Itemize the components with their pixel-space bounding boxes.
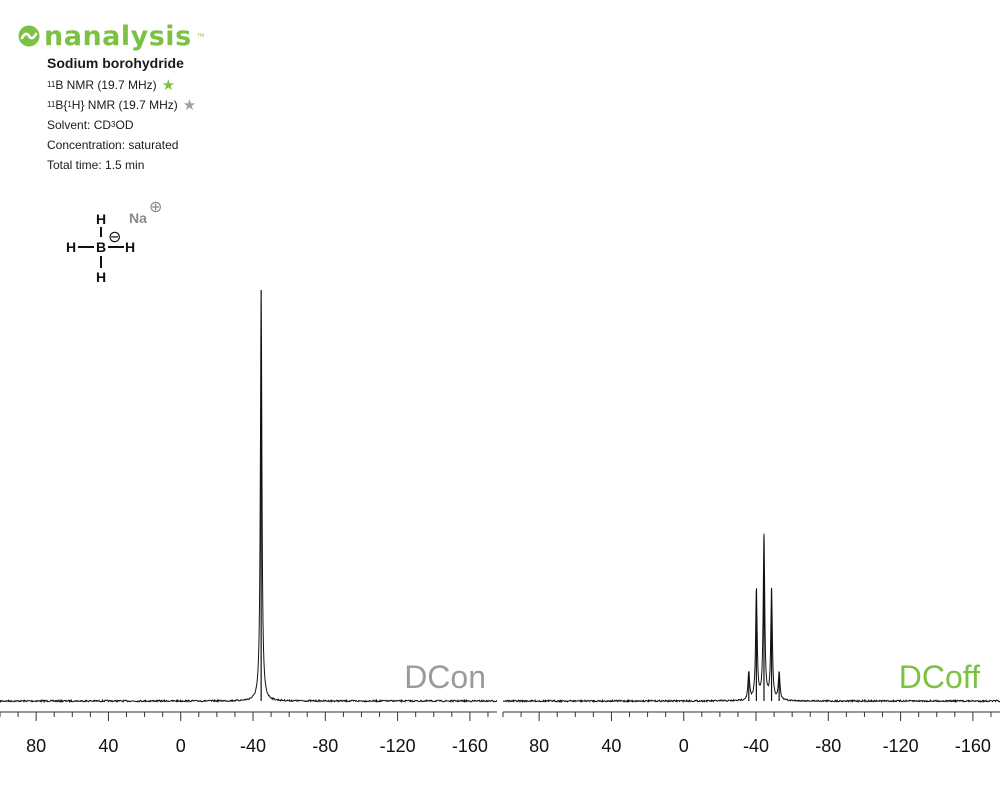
compound-title: Sodium borohydride bbox=[47, 55, 184, 71]
x-tick-label: -120 bbox=[883, 736, 919, 756]
spectrum-trace bbox=[503, 533, 1000, 704]
experiment-label-a: B{ bbox=[55, 98, 68, 112]
atom-b: B bbox=[96, 239, 106, 255]
concentration-line: Concentration: saturated bbox=[47, 138, 179, 152]
solvent-suffix: OD bbox=[115, 118, 134, 132]
x-tick-label: 80 bbox=[529, 736, 549, 756]
spectrum-trace bbox=[0, 301, 498, 704]
x-tick-label: -40 bbox=[240, 736, 266, 756]
atom-na: Na bbox=[129, 210, 147, 226]
borohydride-structure: H H B H H ⊖ Na ⊕ bbox=[66, 197, 162, 285]
isotope-number: 11 bbox=[47, 80, 56, 89]
sample-info: Sodium borohydride 11 B NMR (19.7 MHz) ★… bbox=[47, 53, 196, 175]
logo-wordmark: nanalysis bbox=[44, 20, 192, 52]
x-tick-label: -120 bbox=[380, 736, 416, 756]
x-tick-label: -80 bbox=[815, 736, 841, 756]
experiment-decoupled: 11 B{1 H} NMR (19.7 MHz) ★ bbox=[47, 95, 196, 115]
x-tick-label: -160 bbox=[452, 736, 488, 756]
isotope-number: 11 bbox=[47, 100, 56, 109]
x-tick-label: -80 bbox=[312, 736, 338, 756]
decoupling-label: DCon bbox=[404, 659, 486, 695]
logo-trademark: ™ bbox=[196, 31, 205, 41]
solvent-prefix: Solvent: CD bbox=[47, 118, 112, 132]
x-tick-label: 0 bbox=[679, 736, 689, 756]
negative-charge-icon: ⊖ bbox=[108, 227, 121, 246]
nanalysis-logo-icon bbox=[18, 25, 40, 47]
x-tick-label: -160 bbox=[955, 736, 991, 756]
total-time-line: Total time: 1.5 min bbox=[47, 158, 145, 172]
atom-h-bottom: H bbox=[96, 269, 106, 285]
x-tick-label: 40 bbox=[98, 736, 118, 756]
solvent-line: Solvent: CD 3 OD bbox=[47, 115, 196, 135]
decoupling-label: DCoff bbox=[899, 659, 980, 695]
x-tick-label: 80 bbox=[26, 736, 46, 756]
atom-h-left: H bbox=[66, 239, 76, 255]
x-tick-label: 40 bbox=[601, 736, 621, 756]
experiment-1h-coupled: 11 B NMR (19.7 MHz) ★ bbox=[47, 75, 196, 95]
brand-header: nanalysis ™ bbox=[18, 18, 205, 54]
star-icon: ★ bbox=[182, 96, 197, 114]
experiment-label-b: H} NMR (19.7 MHz) bbox=[71, 98, 178, 112]
star-icon: ★ bbox=[161, 76, 176, 94]
atom-h-top: H bbox=[96, 211, 106, 227]
experiment-label: B NMR (19.7 MHz) bbox=[55, 78, 157, 92]
solvent-subscript: 3 bbox=[111, 120, 116, 129]
proton-isotope-number: 1 bbox=[67, 100, 72, 109]
nanalysis-logo: nanalysis ™ bbox=[18, 18, 205, 54]
atom-h-right: H bbox=[125, 239, 135, 255]
positive-charge-icon: ⊕ bbox=[149, 197, 162, 216]
x-tick-label: 0 bbox=[176, 736, 186, 756]
x-tick-label: -40 bbox=[743, 736, 769, 756]
